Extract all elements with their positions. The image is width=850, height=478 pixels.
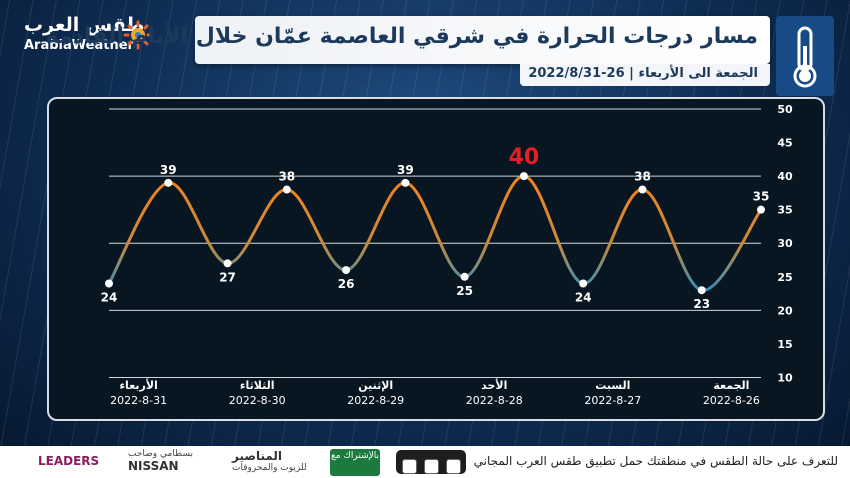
data-label: 40 xyxy=(509,145,540,170)
sponsor-manaseer-name: المناصير xyxy=(232,449,283,463)
title-bar: مسار درجات الحرارة في شرقي العاصمة عمّان… xyxy=(46,16,770,64)
x-tick-day: السبت xyxy=(595,379,630,392)
sponsor-leaders-name: LEADERS xyxy=(38,454,100,468)
sponsor-nissan-arabic: بسطامي وصاحب xyxy=(128,449,193,459)
y-tick-label: 30 xyxy=(777,237,793,250)
play-store-icon[interactable] xyxy=(402,459,417,474)
logo-english-text: ArabiaWeather xyxy=(24,38,134,53)
x-tick-date: 2022-8-30 xyxy=(229,394,286,407)
data-point xyxy=(164,178,173,187)
footer: للتعرف على حالة الطقس في منطقتك حمل تطبي… xyxy=(0,446,850,478)
subtitle-bar: الجمعة الى الأربعاء | 26-2022/8/31 xyxy=(520,64,770,86)
data-point xyxy=(638,185,647,194)
x-tick-day: الأحد xyxy=(481,378,507,392)
x-tick-date: 2022-8-26 xyxy=(703,394,760,407)
sponsor-manaseer-sub: للزيوت والمحروقات xyxy=(232,463,307,473)
sponsor-nissan-name: NISSAN xyxy=(128,459,179,473)
thermometer-icon xyxy=(793,26,817,88)
y-tick-label: 40 xyxy=(777,170,793,183)
temperature-chart: 10 15 20 25 30 35 40 45 50 24 39 27 38 26 39 25 40 24 38 23… xyxy=(101,103,793,407)
sponsor-nissan: بسطامي وصاحب NISSAN xyxy=(128,449,193,473)
y-tick-label: 45 xyxy=(777,137,792,150)
sun-icon xyxy=(123,20,153,50)
logo-arabic-text: طقس العرب xyxy=(24,14,145,36)
sponsor-tag: بالإشتراك مع xyxy=(330,449,380,476)
data-point xyxy=(342,266,351,275)
data-label: 25 xyxy=(456,284,473,298)
data-label: 35 xyxy=(753,190,770,204)
footer-app-text: للتعرف على حالة الطقس في منطقتك حمل تطبي… xyxy=(473,454,838,468)
x-tick-date: 2022-8-27 xyxy=(584,394,641,407)
y-tick-label: 25 xyxy=(777,271,792,284)
y-tick-label: 10 xyxy=(777,371,793,384)
chart-subtitle: الجمعة الى الأربعاء | 26-2022/8/31 xyxy=(528,66,758,81)
x-tick-day: الأربعاء xyxy=(119,378,157,392)
data-label: 39 xyxy=(397,163,414,177)
y-tick-label: 15 xyxy=(777,338,792,351)
data-point xyxy=(519,172,528,181)
data-label: 39 xyxy=(160,163,177,177)
data-point xyxy=(105,279,113,288)
data-point xyxy=(579,279,588,288)
data-point xyxy=(223,259,232,268)
huawei-store-icon[interactable] xyxy=(446,459,461,474)
data-label: 23 xyxy=(693,297,710,311)
data-point xyxy=(697,286,706,295)
app-store-icon[interactable] xyxy=(424,459,439,474)
temperature-line xyxy=(107,174,763,292)
arabia-weather-logo: طقس العرب ArabiaWeather xyxy=(20,14,160,58)
thermometer-box xyxy=(776,16,834,96)
y-tick-label: 50 xyxy=(777,103,793,116)
x-tick-date: 2022-8-28 xyxy=(466,394,523,407)
chart-panel: 10 15 20 25 30 35 40 45 50 24 39 27 38 26 39 25 40 24 38 23… xyxy=(47,97,825,421)
store-buttons xyxy=(396,450,466,474)
chart-title: مسار درجات الحرارة في شرقي العاصمة عمّان… xyxy=(45,24,758,49)
data-point xyxy=(460,272,469,281)
x-tick-date: 2022-8-29 xyxy=(347,394,404,407)
y-tick-label: 20 xyxy=(777,304,793,317)
data-label: 38 xyxy=(278,170,295,184)
data-label: 24 xyxy=(101,290,118,304)
data-label: 26 xyxy=(338,277,355,291)
x-tick-date: 2022-8-31 xyxy=(110,394,167,407)
x-tick-day: الجمعة xyxy=(713,379,749,392)
sponsor-manaseer: المناصير للزيوت والمحروقات xyxy=(232,449,307,473)
data-point xyxy=(757,205,765,214)
data-point xyxy=(282,185,291,194)
sponsor-leaders: LEADERS xyxy=(38,454,99,468)
x-tick-day: الثلاثاء xyxy=(240,379,275,392)
data-label: 38 xyxy=(634,170,651,184)
x-tick-day: الإثنين xyxy=(358,379,393,392)
data-label: 27 xyxy=(219,270,236,284)
data-point xyxy=(401,178,410,187)
y-tick-label: 35 xyxy=(777,204,792,217)
data-label: 24 xyxy=(575,290,592,304)
